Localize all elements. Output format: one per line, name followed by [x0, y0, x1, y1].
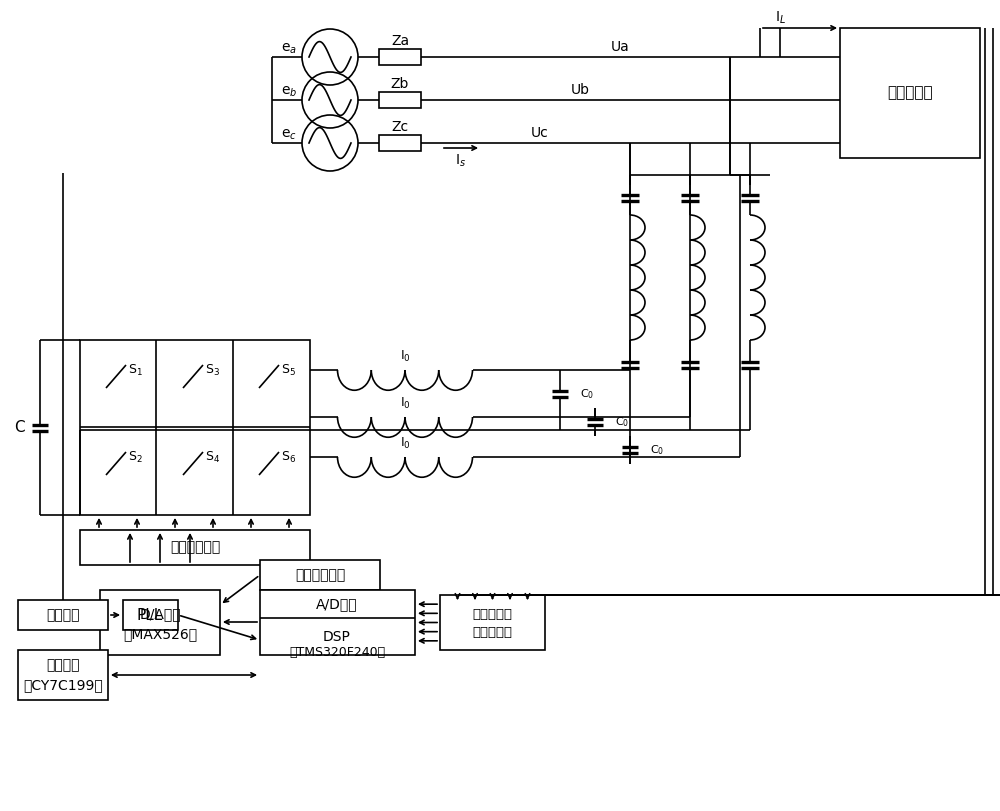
- Bar: [18, 600, 108, 630]
- Bar: [260, 590, 415, 655]
- Text: e$_b$: e$_b$: [281, 84, 297, 99]
- Bar: [379, 49, 421, 65]
- Text: S$_5$: S$_5$: [281, 363, 296, 378]
- Text: S$_1$: S$_1$: [128, 363, 143, 378]
- Text: S$_3$: S$_3$: [205, 363, 220, 378]
- Text: Zc: Zc: [391, 120, 409, 134]
- Text: PLL: PLL: [137, 607, 163, 623]
- Text: I$_s$: I$_s$: [455, 152, 467, 169]
- Text: （TMS320F240）: （TMS320F240）: [289, 646, 385, 659]
- Bar: [440, 595, 545, 650]
- Text: 电流检测信: 电流检测信: [472, 607, 512, 620]
- Text: Ub: Ub: [570, 83, 590, 97]
- Text: 电压基准电路: 电压基准电路: [295, 568, 345, 582]
- Bar: [80, 530, 310, 565]
- Text: C$_0$: C$_0$: [615, 415, 629, 429]
- Text: C$_0$: C$_0$: [580, 387, 594, 401]
- Text: D/A转换: D/A转换: [139, 607, 181, 621]
- Text: 存储单元: 存储单元: [46, 658, 80, 672]
- Text: I$_0$: I$_0$: [400, 436, 410, 451]
- Text: e$_a$: e$_a$: [281, 41, 297, 56]
- Text: 号调理电路: 号调理电路: [472, 625, 512, 638]
- Bar: [123, 600, 178, 630]
- Bar: [80, 340, 310, 515]
- Bar: [18, 650, 108, 700]
- Text: I$_L$: I$_L$: [775, 10, 786, 26]
- Text: e$_c$: e$_c$: [281, 127, 297, 142]
- Text: （MAX526）: （MAX526）: [123, 627, 197, 641]
- Text: C$_0$: C$_0$: [650, 443, 664, 457]
- Text: 过零检测: 过零检测: [46, 608, 80, 622]
- Text: S$_4$: S$_4$: [205, 449, 220, 465]
- Bar: [379, 92, 421, 108]
- Text: I$_0$: I$_0$: [400, 396, 410, 410]
- Text: C: C: [14, 419, 25, 435]
- Text: Zb: Zb: [391, 77, 409, 91]
- Bar: [840, 28, 980, 158]
- Bar: [260, 560, 380, 590]
- Text: S$_6$: S$_6$: [281, 449, 296, 465]
- Text: S$_2$: S$_2$: [128, 449, 143, 465]
- Text: 非线性负载: 非线性负载: [887, 85, 933, 101]
- Text: Uc: Uc: [531, 126, 549, 140]
- Text: A/D转换: A/D转换: [316, 597, 358, 611]
- Bar: [379, 135, 421, 151]
- Text: 门极驱动脉冲: 门极驱动脉冲: [170, 540, 220, 554]
- Text: Ua: Ua: [611, 40, 629, 54]
- Text: Za: Za: [391, 34, 409, 48]
- Text: DSP: DSP: [323, 630, 351, 644]
- Text: （CY7C199）: （CY7C199）: [23, 678, 103, 692]
- Text: I$_0$: I$_0$: [400, 349, 410, 363]
- Bar: [100, 590, 220, 655]
